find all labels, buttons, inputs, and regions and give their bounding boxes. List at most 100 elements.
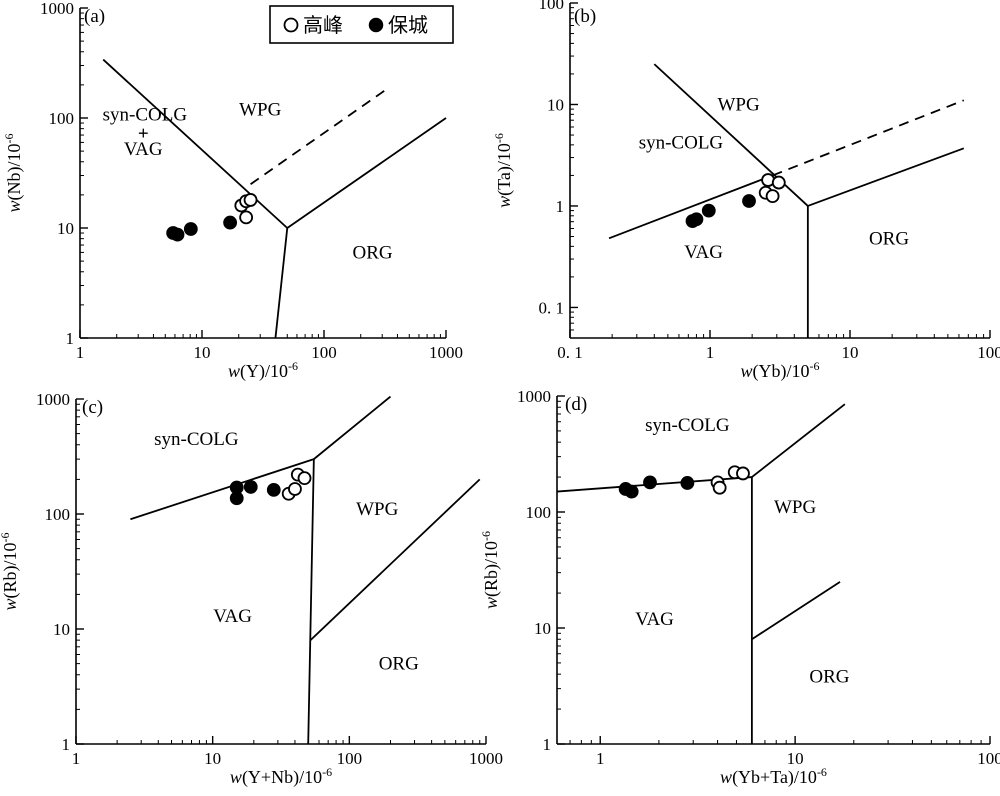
y-axis-exponent: -6 [0,532,12,542]
y-axis-title: w(Nb)/10-6 [2,133,25,212]
x-tick-label: 1 [706,343,715,362]
x-tick-label: 1 [72,749,81,768]
data-point-gaofeng [243,193,258,207]
y-tick-label: 10 [534,619,551,638]
x-axis-symbol: w [228,361,240,381]
region-label: ORG [352,242,392,263]
y-axis-symbol: w [494,196,514,208]
region-label: VAG [213,606,252,627]
legend-filled-marker [368,17,384,33]
data-point-baocheng [223,215,238,230]
x-axis-exponent: -6 [810,359,820,373]
x-tick-label: 1000 [469,749,503,768]
region-label: WPG [717,94,760,115]
data-point-baocheng [689,212,704,227]
data-point-baocheng [170,227,185,242]
x-tick-label: 100 [977,343,1000,362]
x-tick-label: 100 [311,343,337,362]
y-axis-title: w(Ta)/10-6 [492,133,515,208]
x-axis-title: w(Y+Nb)/10-6 [230,765,332,788]
region-label: VAG [124,139,163,160]
y-tick-label: 1 [543,735,552,754]
y-axis-variable: (Rb)/10 [0,542,21,598]
x-tick-label: 10 [787,749,804,768]
boundary-dashed-line [772,99,965,177]
x-axis-variable: (Yb+Ta)/10 [732,767,817,788]
region-label: WPG [239,99,282,120]
panel-label: (b) [574,6,596,27]
data-point-gaofeng [765,189,780,204]
y-axis-variable: (Rb)/10 [481,541,502,597]
x-axis-symbol: w [740,361,752,381]
region-label: + [138,124,149,145]
x-axis-variable: (Yb)/10 [753,361,810,382]
data-point-baocheng [229,491,244,506]
y-axis-title: w(Rb)/10-6 [0,532,21,610]
legend-open-marker [283,17,299,33]
x-axis-exponent: -6 [817,765,827,779]
data-point-baocheng [266,483,281,497]
y-tick-label: 1 [556,197,565,216]
data-point-gaofeng [297,471,312,486]
region-label: VAG [635,609,674,630]
y-axis-variable: (Nb)/10 [4,143,25,200]
legend-label-gaofeng: 高峰 [303,13,343,37]
y-tick-label: 100 [49,109,75,128]
x-tick-label: 100 [977,749,1000,768]
region-label: WPG [774,497,817,518]
y-tick-label: 0. 1 [539,298,565,317]
y-tick-label: 100 [526,503,552,522]
y-tick-label: 10 [53,620,70,639]
y-axis-symbol: w [4,200,24,212]
x-axis-symbol: w [230,767,242,787]
data-point-gaofeng [712,480,727,495]
region-label: syn-COLG [645,415,730,436]
boundary-line [751,403,846,478]
y-tick-label: 1000 [517,387,551,406]
x-axis-variable: (Y+Nb)/10 [242,767,322,788]
region-label: ORG [379,654,419,675]
y-axis-title: w(Rb)/10-6 [479,531,502,609]
x-tick-label: 1 [596,749,605,768]
data-point-baocheng [742,194,756,208]
data-point-baocheng [624,484,639,499]
y-tick-label: 1000 [36,390,70,409]
y-tick-label: 100 [45,505,71,524]
region-label: syn-COLG [639,133,724,154]
x-tick-label: 1 [76,343,85,362]
region-label: ORG [809,667,849,688]
data-point-baocheng [183,222,198,236]
boundary-line [751,581,841,640]
y-axis-variable: (Ta)/10 [494,143,515,196]
data-point-baocheng [643,475,657,490]
region-label: VAG [684,242,723,263]
boundary-line [807,147,965,207]
boundary-line [313,395,392,460]
x-axis-variable: (Y)/10 [240,361,288,382]
x-tick-label: 10 [204,749,221,768]
panel-label: (d) [565,394,587,415]
legend: 高峰 保城 [269,5,454,44]
data-point-gaofeng [736,466,750,481]
y-tick-label: 10 [57,219,74,238]
region-label: syn-COLG [103,104,188,125]
data-point-gaofeng [288,482,302,496]
legend-box [269,5,454,44]
x-tick-label: 1000 [429,343,463,362]
x-axis-exponent: -6 [322,765,332,779]
y-axis-exponent: -6 [492,133,506,143]
y-tick-label: 1 [62,735,71,754]
region-label: ORG [869,228,909,249]
data-point-baocheng [243,480,258,494]
x-axis-symbol: w [720,767,732,787]
boundary-line [309,478,481,641]
y-tick-label: 1000 [40,0,74,18]
panel-label: (c) [82,397,103,418]
y-tick-label: 10 [547,95,564,114]
x-tick-label: 100 [337,749,363,768]
y-axis-exponent: -6 [479,531,493,541]
